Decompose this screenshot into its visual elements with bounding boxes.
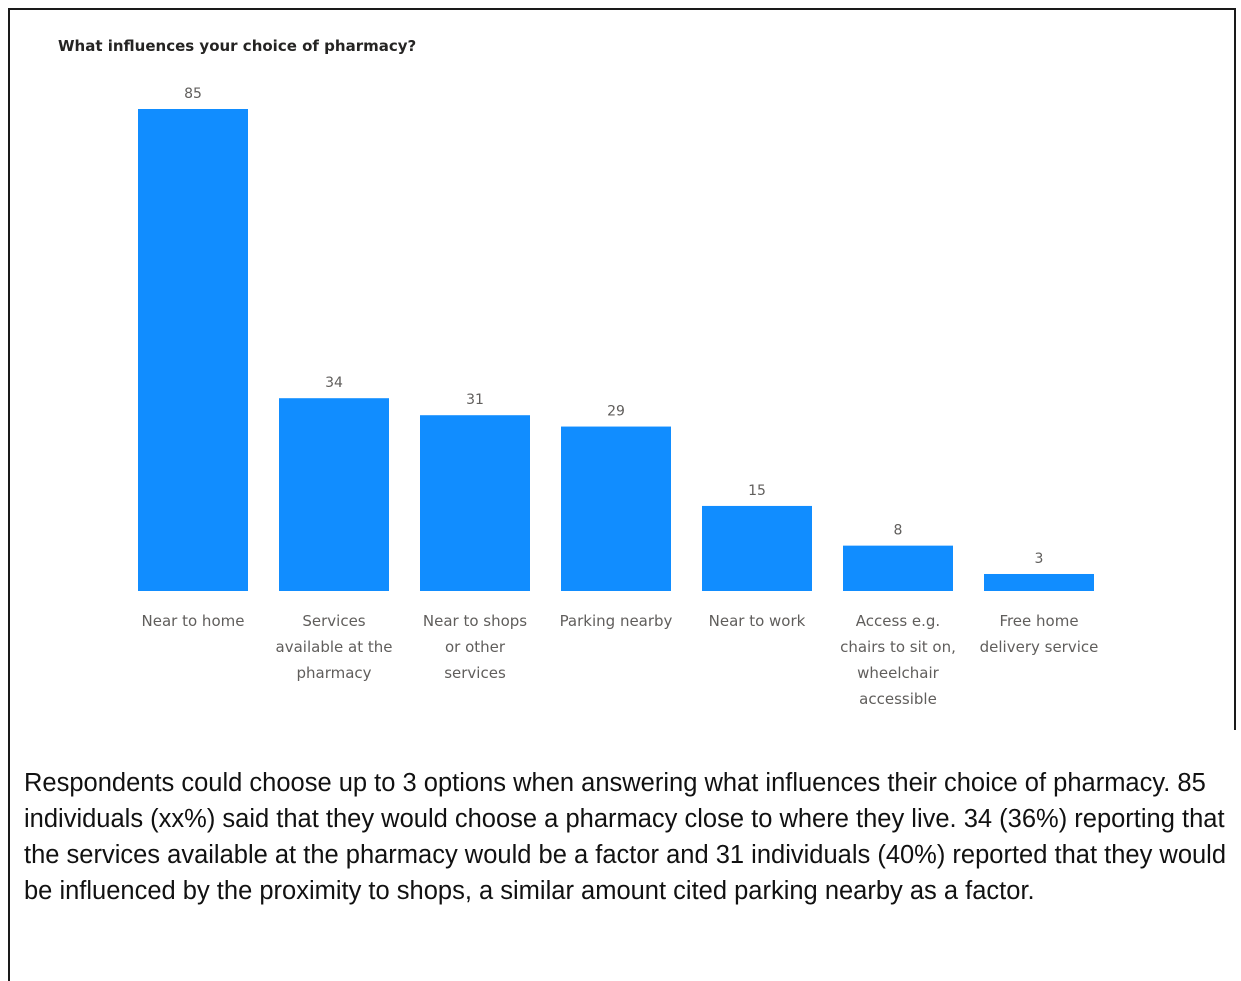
category-label-4: Near to work [709,612,806,630]
data-label-0: 85 [184,86,202,102]
figure-frame-left-edge [8,730,10,981]
category-label-3: Parking nearby [560,612,673,630]
category-label-5: Access e.g. chairs to sit on, wheelchair ac… [840,612,956,708]
bar-1 [279,398,389,591]
category-label-6: Free home delivery service [980,612,1099,656]
bar-5 [843,545,953,591]
bar-chart: 85 Near to home 34 Services available at the… [138,86,1099,708]
data-label-6: 3 [1035,551,1044,567]
caption-text: Respondents could choose up to 3 options… [24,769,1227,905]
bar-4 [702,505,812,591]
bar-6 [984,573,1094,591]
chart-title: What influences your choice of pharmacy? [58,37,417,55]
category-label-1: Services available at the pharmacy [276,612,393,682]
bar-2 [420,415,530,591]
figure-frame [8,8,1236,730]
data-label-5: 8 [894,523,903,539]
category-label-0: Near to home [142,612,245,630]
data-label-3: 29 [607,404,625,420]
bar-0 [138,109,248,591]
data-label-4: 15 [748,483,766,499]
bar-3 [561,426,671,591]
data-label-1: 34 [325,375,343,391]
data-label-2: 31 [466,392,484,408]
category-label-2: Near to shops or other services [423,612,527,682]
